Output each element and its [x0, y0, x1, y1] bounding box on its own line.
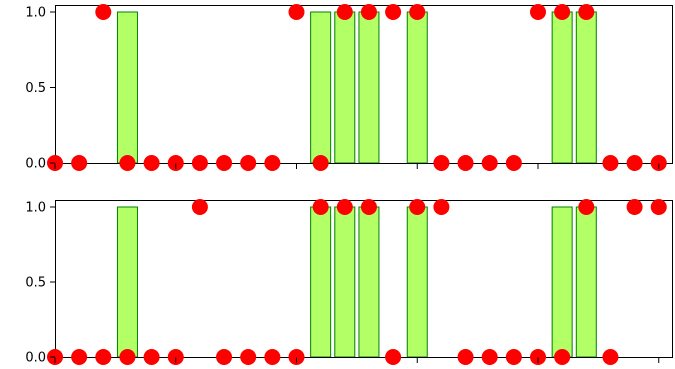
point-0-12: [336, 4, 353, 20]
bar-1-0: [116, 206, 138, 358]
point-0-4: [143, 155, 160, 171]
bar-1-1: [310, 206, 332, 358]
point-1-21: [554, 349, 571, 365]
point-0-21: [554, 4, 571, 20]
point-0-24: [626, 155, 643, 171]
point-1-18: [481, 349, 498, 365]
bar-0-2: [334, 11, 356, 164]
bar-1-6: [575, 206, 597, 358]
point-1-12: [336, 199, 353, 215]
point-0-3: [119, 155, 136, 171]
point-0-19: [505, 155, 522, 171]
point-1-24: [626, 199, 643, 215]
point-0-8: [240, 155, 257, 171]
point-0-25: [650, 155, 667, 171]
point-1-8: [240, 349, 257, 365]
point-1-15: [409, 199, 426, 215]
point-1-5: [167, 349, 184, 365]
point-0-11: [312, 155, 329, 171]
point-0-1: [71, 155, 88, 171]
bar-1-4: [406, 206, 428, 358]
point-1-7: [216, 349, 233, 365]
subplot-bottom: 0.0 0.5 1.0: [25, 199, 673, 366]
point-0-13: [360, 4, 377, 20]
bar-1-2: [334, 206, 356, 358]
bar-1-3: [358, 206, 380, 358]
point-1-14: [385, 349, 402, 365]
axes-frame: [55, 5, 673, 164]
point-1-25: [650, 199, 667, 215]
axes-frame: [55, 200, 673, 358]
bar-0-1: [310, 11, 332, 164]
bar-0-5: [551, 11, 573, 164]
point-0-16: [433, 155, 450, 171]
point-0-18: [481, 155, 498, 171]
subplot-top: 0.0 0.5 1.0: [25, 4, 673, 172]
point-1-11: [312, 199, 329, 215]
point-1-9: [264, 349, 281, 365]
point-0-7: [216, 155, 233, 171]
point-0-6: [191, 155, 208, 171]
point-1-20: [530, 349, 546, 365]
point-0-17: [457, 155, 474, 171]
point-0-23: [602, 155, 619, 171]
point-1-13: [360, 199, 377, 215]
point-0-14: [385, 4, 402, 20]
bar-0-0: [116, 11, 138, 164]
point-1-4: [143, 349, 160, 365]
point-0-9: [264, 155, 281, 171]
point-0-5: [167, 155, 184, 171]
bar-0-6: [575, 11, 597, 164]
y-tick-label: 0.0: [25, 157, 46, 172]
point-1-2: [95, 349, 112, 365]
bar-0-4: [406, 11, 428, 164]
point-0-22: [578, 4, 595, 20]
point-1-16: [433, 199, 450, 215]
bar-0-3: [358, 11, 380, 164]
y-tick-label: 0.5: [25, 276, 46, 291]
point-1-19: [505, 349, 522, 365]
point-0-15: [409, 4, 426, 20]
point-1-22: [578, 199, 595, 215]
point-0-10: [288, 4, 305, 20]
point-1-23: [602, 349, 619, 365]
point-0-2: [95, 4, 112, 20]
y-tick-label: 1.0: [25, 6, 46, 21]
y-tick-label: 1.0: [25, 201, 46, 216]
y-tick-label: 0.0: [25, 351, 46, 366]
point-1-17: [457, 349, 474, 365]
point-1-10: [288, 349, 305, 365]
y-tick-label: 0.5: [25, 81, 46, 96]
point-0-20: [530, 4, 546, 20]
bar-1-5: [551, 206, 573, 358]
point-1-3: [119, 349, 136, 365]
point-1-6: [191, 199, 208, 215]
point-1-1: [71, 349, 88, 365]
